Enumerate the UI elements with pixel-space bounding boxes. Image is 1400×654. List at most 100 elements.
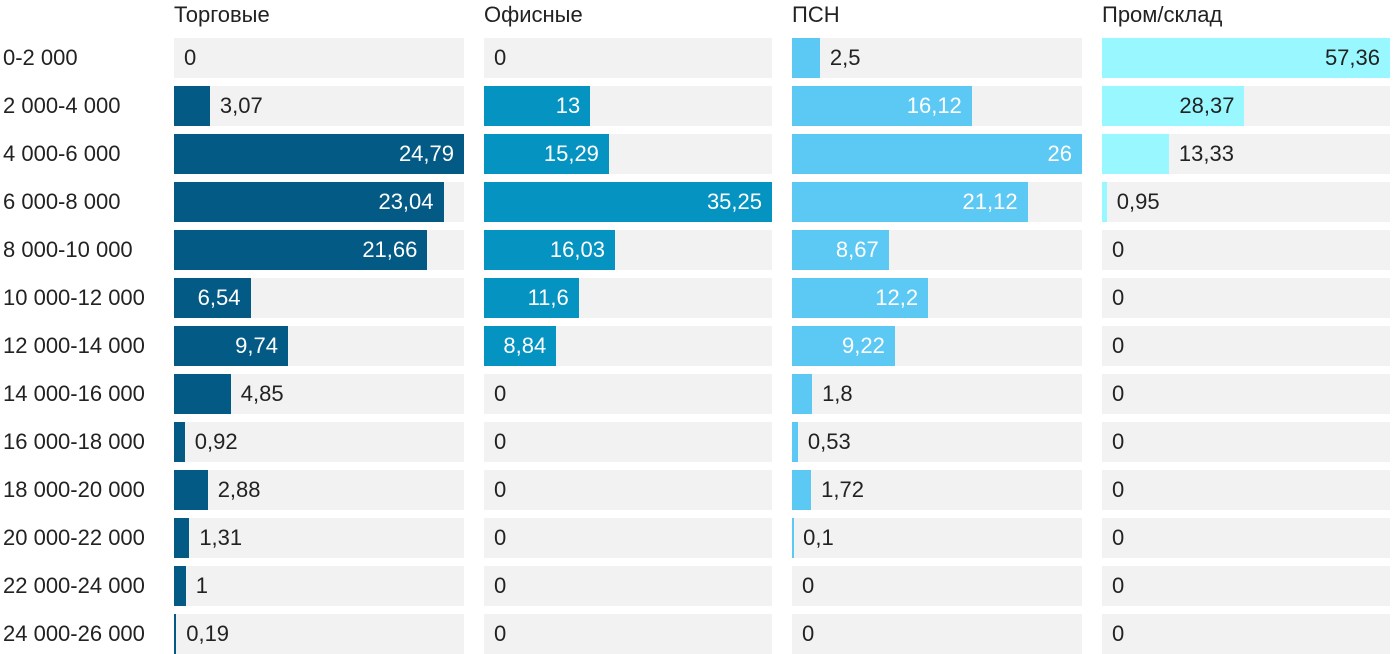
- data-label: 3,07: [219, 93, 263, 118]
- bar-track: 0: [792, 614, 1082, 654]
- data-label: 9,22: [842, 333, 885, 358]
- data-label: 24,79: [398, 141, 454, 166]
- bar: [792, 470, 812, 510]
- bar: [1102, 134, 1169, 174]
- bar-track: 13: [484, 86, 772, 126]
- bar: [792, 518, 794, 558]
- row-label: 16 000-18 000: [3, 429, 145, 454]
- data-label: 11,6: [527, 285, 569, 310]
- data-label: 23,04: [378, 189, 434, 214]
- data-label: 4,85: [240, 381, 284, 406]
- row-label: 12 000-14 000: [3, 333, 145, 358]
- row-label: 8 000-10 000: [3, 237, 133, 262]
- data-label: 0,95: [1116, 189, 1160, 214]
- bar: [792, 230, 889, 270]
- bar-track: 0,53: [792, 422, 1082, 462]
- bar-track: 0: [1102, 230, 1390, 270]
- bar-track: 21,66: [174, 230, 464, 270]
- bar: [484, 230, 615, 270]
- data-label: 0: [1112, 381, 1125, 406]
- data-label: 1,8: [822, 381, 853, 406]
- bar: [174, 182, 444, 222]
- bar-track: 26: [792, 134, 1082, 174]
- bar-track: 0: [484, 374, 772, 414]
- bar: [174, 230, 428, 270]
- bar-track: 1,72: [792, 470, 1082, 510]
- bar: [792, 326, 895, 366]
- bar-track: 0: [484, 566, 772, 606]
- bar: [484, 182, 772, 222]
- row-label: 24 000-26 000: [3, 621, 145, 646]
- data-label: 35,25: [706, 189, 762, 214]
- bar-track: 8,84: [484, 326, 772, 366]
- bar: [174, 86, 210, 126]
- bar: [484, 134, 609, 174]
- data-label: 2,5: [829, 45, 861, 70]
- data-label: 1,31: [199, 525, 243, 550]
- bar-track: 2,88: [174, 470, 464, 510]
- bar: [792, 134, 1082, 174]
- bar: [174, 518, 190, 558]
- bar: [792, 86, 972, 126]
- data-label: 0: [1112, 333, 1125, 358]
- bar-track: 6,54: [174, 278, 464, 318]
- bar-track: 23,04: [174, 182, 464, 222]
- data-label: 0: [1112, 285, 1125, 310]
- data-label: 13: [555, 93, 581, 118]
- bar-track: 9,74: [174, 326, 464, 366]
- row-label: 4 000-6 000: [3, 141, 121, 166]
- bar: [174, 326, 288, 366]
- data-label: 26: [1047, 141, 1072, 166]
- data-label: 21,66: [362, 237, 418, 262]
- bar-track: 0: [1102, 614, 1390, 654]
- data-label: 2,88: [217, 477, 261, 502]
- bar: [174, 470, 208, 510]
- data-label: 0: [802, 621, 815, 646]
- bar-track: 0: [484, 422, 772, 462]
- bar-track: 4,85: [174, 374, 464, 414]
- bar-track: 0: [1102, 470, 1390, 510]
- bar: [174, 134, 464, 174]
- data-label: 0: [1112, 237, 1125, 262]
- series-title: ПСН: [792, 2, 840, 27]
- bar-track: 0: [1102, 278, 1390, 318]
- data-label: 0: [1112, 621, 1125, 646]
- bar-track: 21,12: [792, 182, 1082, 222]
- bar-track: 2,5: [792, 38, 1082, 78]
- bar-track: 0: [1102, 518, 1390, 558]
- data-label: 13,33: [1178, 141, 1234, 166]
- data-label: 15,29: [543, 141, 599, 166]
- bar: [792, 182, 1028, 222]
- bar: [792, 374, 813, 414]
- data-label: 8,67: [835, 237, 879, 262]
- data-label: 0,92: [194, 429, 238, 454]
- bar-track: 0: [174, 38, 464, 78]
- bar: [792, 422, 798, 462]
- bar: [792, 38, 820, 78]
- bar-track: 16,12: [792, 86, 1082, 126]
- row-label: 18 000-20 000: [3, 477, 145, 502]
- bar-track: 13,33: [1102, 134, 1390, 174]
- row-label: 14 000-16 000: [3, 381, 145, 406]
- series-title: Офисные: [484, 2, 583, 27]
- bar: [174, 566, 186, 606]
- data-label: 9,74: [235, 333, 278, 358]
- bar: [174, 374, 231, 414]
- bar-track: 24,79: [174, 134, 464, 174]
- data-label: 0: [1112, 525, 1125, 550]
- data-label: 8,84: [503, 333, 547, 358]
- row-label: 0-2 000: [3, 45, 78, 70]
- bar-track: 1,31: [174, 518, 464, 558]
- bar-track: 12,2: [792, 278, 1082, 318]
- data-label: 0: [494, 573, 507, 598]
- data-label: 0,19: [186, 621, 230, 646]
- bar-track: 57,36: [1102, 38, 1390, 78]
- bar-track: 0: [484, 518, 772, 558]
- series-title: Пром/склад: [1102, 2, 1223, 27]
- bar: [484, 86, 591, 126]
- bar-track: 0,92: [174, 422, 464, 462]
- bar-track: 15,29: [484, 134, 772, 174]
- bar-track: 0: [484, 38, 772, 78]
- data-label: 0: [1112, 573, 1125, 598]
